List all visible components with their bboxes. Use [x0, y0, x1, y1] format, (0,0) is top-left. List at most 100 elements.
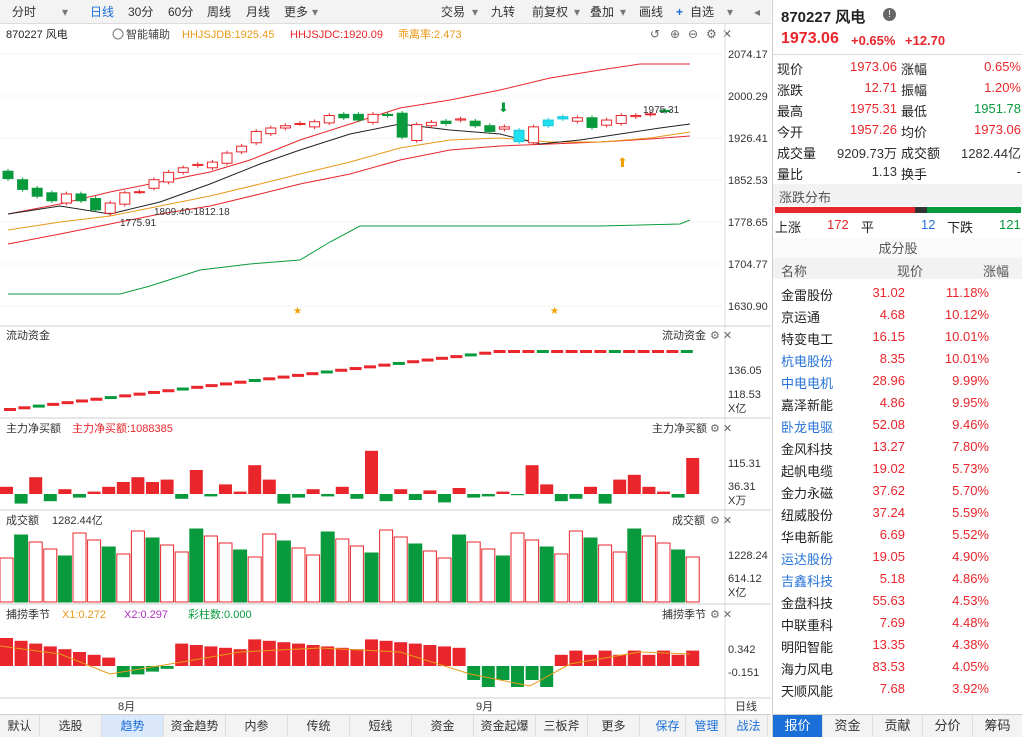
stock-name[interactable]: 天顺风能: [781, 684, 834, 699]
draw-button[interactable]: 画线: [639, 5, 664, 19]
chevron-down-icon[interactable]: ▾: [472, 5, 479, 19]
constituent-row[interactable]: 金力永磁 37.62 5.70%: [773, 481, 1022, 502]
stock-name[interactable]: 金雷股份: [781, 288, 834, 303]
tab-fund-trend[interactable]: 资金趋势: [164, 715, 226, 737]
chevron-down-icon[interactable]: ▾: [727, 5, 734, 19]
constituent-row[interactable]: 华电新能 6.69 5.52%: [773, 525, 1022, 546]
settings-icon[interactable]: ⚙ ✕: [710, 515, 732, 527]
col-name[interactable]: 名称: [781, 264, 808, 279]
settings-icon[interactable]: ⚙ ✕: [710, 609, 732, 621]
stock-name[interactable]: 中联重科: [781, 618, 834, 633]
tab-contribution[interactable]: 贡献: [873, 715, 923, 737]
zoom-out-icon[interactable]: ⊖: [688, 27, 698, 41]
tab-funds[interactable]: 资金: [412, 715, 474, 737]
tab-quote[interactable]: 报价: [773, 715, 823, 737]
tab-three-axes[interactable]: 三板斧: [536, 715, 588, 737]
tab-30min[interactable]: 30分: [128, 5, 154, 19]
stock-name[interactable]: 华电新能: [781, 530, 834, 545]
tab-chips[interactable]: 筹码: [973, 715, 1022, 737]
tab-insider[interactable]: 内参: [226, 715, 288, 737]
constituent-row[interactable]: 起帆电缆 19.02 5.73%: [773, 459, 1022, 480]
dropdown-arrow-icon[interactable]: ▾: [62, 5, 69, 19]
tab-screen[interactable]: 选股: [40, 715, 102, 737]
tab-monthly[interactable]: 月线: [246, 5, 271, 19]
col-change[interactable]: 涨幅: [983, 264, 1010, 279]
stock-chart[interactable]: 870227 风电 智能辅助 HHJSJDB:1925.45 HHJSJDC:1…: [0, 24, 771, 714]
chevron-down-icon[interactable]: ▾: [312, 5, 319, 19]
smart-assist-label[interactable]: 智能辅助: [126, 27, 170, 41]
nine-turn-button[interactable]: 九转: [491, 5, 516, 19]
tab-daily[interactable]: 日线: [90, 5, 115, 19]
tab-more[interactable]: 更多: [284, 5, 309, 19]
info-icon[interactable]: !: [883, 8, 896, 21]
stock-name[interactable]: 起帆电缆: [781, 464, 834, 479]
chevron-down-icon[interactable]: ▾: [620, 5, 627, 19]
stock-name[interactable]: 金盘科技: [781, 596, 834, 611]
constituent-row[interactable]: 卧龙电驱 52.08 9.46%: [773, 415, 1022, 436]
constituent-row[interactable]: 运达股份 19.05 4.90%: [773, 547, 1022, 568]
zoom-in-icon[interactable]: ⊕: [670, 27, 680, 41]
stock-name[interactable]: 嘉泽新能: [781, 398, 834, 413]
tab-price-dist[interactable]: 分价: [923, 715, 973, 737]
constituent-row[interactable]: 纽威股份 37.24 5.59%: [773, 503, 1022, 524]
collapse-icon[interactable]: ◂: [754, 5, 761, 19]
constituent-row[interactable]: 金风科技 13.27 7.80%: [773, 437, 1022, 458]
settings-icon[interactable]: ⚙ ✕: [710, 423, 732, 435]
stock-name[interactable]: 明阳智能: [781, 640, 834, 655]
refresh-icon[interactable]: ↺: [650, 27, 660, 41]
stock-name[interactable]: 纽威股份: [781, 508, 834, 523]
stock-name[interactable]: 京运通: [781, 310, 821, 325]
adjust-button[interactable]: 前复权: [532, 5, 569, 19]
tab-more[interactable]: 更多: [588, 715, 640, 737]
tab-60min[interactable]: 60分: [168, 5, 194, 19]
stock-name[interactable]: 海力风电: [781, 662, 834, 677]
tab-funds[interactable]: 资金: [823, 715, 873, 737]
chart-area[interactable]: 870227 风电 智能辅助 HHJSJDB:1925.45 HHJSJDC:1…: [0, 24, 771, 714]
period-button[interactable]: 日线: [735, 699, 757, 713]
constituent-row[interactable]: 金雷股份 31.02 11.18%: [773, 283, 1022, 304]
constituent-row[interactable]: 中联重科 7.69 4.48%: [773, 613, 1022, 634]
manage-button[interactable]: 管理: [688, 715, 726, 737]
constituent-row[interactable]: 金盘科技 55.63 4.53%: [773, 591, 1022, 612]
stock-name[interactable]: 运达股份: [781, 552, 834, 567]
chevron-down-icon[interactable]: ▾: [574, 5, 581, 19]
constituent-row[interactable]: 嘉泽新能 4.86 9.95%: [773, 393, 1022, 414]
constituent-row[interactable]: 特变电工 16.15 10.01%: [773, 327, 1022, 348]
close-icon[interactable]: ✕: [722, 27, 732, 41]
bias-label: 乖离率:2.473: [398, 27, 462, 41]
strategy-button[interactable]: 战法: [730, 715, 768, 737]
tab-traditional[interactable]: 传统: [288, 715, 350, 737]
tab-default[interactable]: 默认: [0, 715, 40, 737]
constituent-row[interactable]: 明阳智能 13.35 4.38%: [773, 635, 1022, 656]
constituent-row[interactable]: 杭电股份 8.35 10.01%: [773, 349, 1022, 370]
smart-assist-icon[interactable]: [112, 28, 124, 40]
tab-intraday[interactable]: 分时: [12, 5, 37, 19]
tab-weekly[interactable]: 周线: [207, 5, 232, 19]
save-button[interactable]: 保存: [650, 715, 686, 737]
settings-icon[interactable]: ⚙: [706, 27, 717, 41]
constituent-row[interactable]: 天顺风能 7.68 3.92%: [773, 679, 1022, 700]
tab-trend[interactable]: 趋势: [102, 715, 164, 737]
col-price[interactable]: 现价: [897, 264, 924, 279]
overlay-button[interactable]: 叠加: [590, 5, 615, 19]
add-icon[interactable]: +: [676, 5, 684, 19]
stock-name[interactable]: 卧龙电驱: [781, 420, 834, 435]
tab-fund-burst[interactable]: 资金起爆: [474, 715, 536, 737]
main-net-tick: 115.31: [728, 458, 761, 470]
stock-name[interactable]: 金力永磁: [781, 486, 834, 501]
settings-icon[interactable]: ⚙ ✕: [710, 330, 732, 342]
trade-button[interactable]: 交易: [441, 5, 466, 19]
stock-name[interactable]: 中电电机: [781, 376, 834, 391]
stock-name[interactable]: 杭电股份: [781, 354, 834, 369]
tab-shortline[interactable]: 短线: [350, 715, 412, 737]
stock-name[interactable]: 金风科技: [781, 442, 834, 457]
watchlist-button[interactable]: 自选: [690, 5, 715, 19]
stock-name[interactable]: 特变电工: [781, 332, 834, 347]
constituent-row[interactable]: 吉鑫科技 5.18 4.86%: [773, 569, 1022, 590]
flow-bar: [18, 406, 31, 410]
constituent-row[interactable]: 海力风电 83.53 4.05%: [773, 657, 1022, 678]
stock-name[interactable]: 吉鑫科技: [781, 574, 834, 589]
constituent-row[interactable]: 中电电机 28.96 9.99%: [773, 371, 1022, 392]
constituent-row[interactable]: 京运通 4.68 10.12%: [773, 305, 1022, 326]
candle-body: [382, 113, 394, 116]
